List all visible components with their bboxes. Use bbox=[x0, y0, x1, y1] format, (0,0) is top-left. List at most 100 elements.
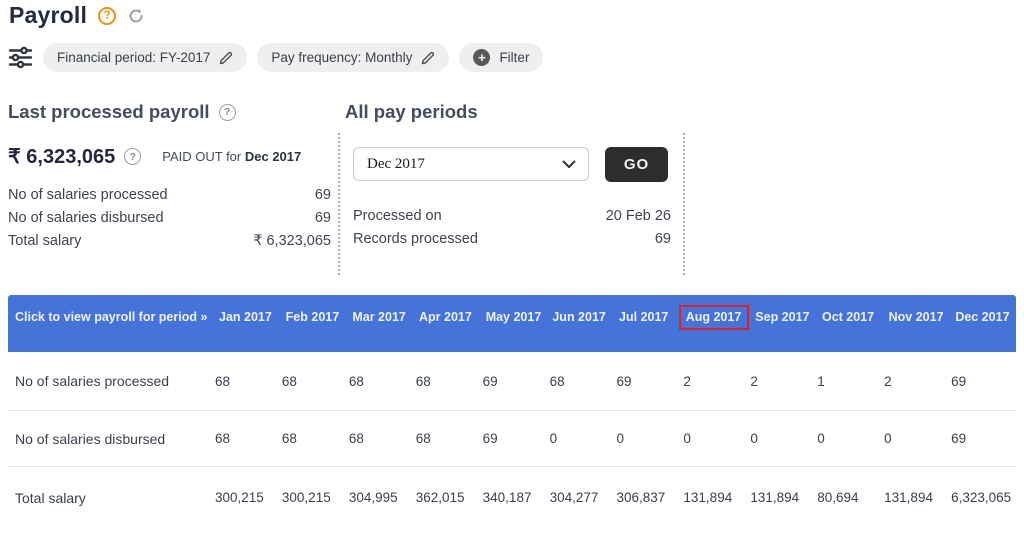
month-header-feb-2017[interactable]: Feb 2017 bbox=[280, 295, 347, 352]
stat-value: 69 bbox=[655, 228, 671, 251]
month-header-jun-2017[interactable]: Jun 2017 bbox=[546, 295, 613, 352]
table-cell: 68 bbox=[280, 352, 347, 410]
refresh-icon[interactable] bbox=[127, 7, 145, 25]
table-row: No of salaries disbursed6868686869000000… bbox=[8, 410, 1016, 466]
table-cell: 0 bbox=[548, 411, 615, 466]
title-row: Payroll ? bbox=[9, 2, 145, 29]
financial-period-filter[interactable]: Financial period: FY-2017 bbox=[43, 43, 247, 72]
filter-button-label: Filter bbox=[499, 50, 529, 65]
pay-period-select[interactable]: Dec 2017 bbox=[353, 147, 589, 181]
last-processed-heading-label: Last processed payroll bbox=[8, 101, 210, 123]
table-cell: 68 bbox=[414, 411, 481, 466]
table-header-row: Click to view payroll for period » Jan 2… bbox=[8, 295, 1016, 352]
table-body: No of salaries processed6868686869686922… bbox=[8, 352, 1016, 528]
table-corner-label[interactable]: Click to view payroll for period » bbox=[8, 295, 213, 352]
row-label: No of salaries processed bbox=[8, 352, 213, 410]
table-cell: 80,694 bbox=[815, 467, 882, 528]
pay-frequency-filter[interactable]: Pay frequency: Monthly bbox=[257, 43, 449, 72]
last-processed-help-icon[interactable]: ? bbox=[219, 104, 236, 121]
table-cell: 131,894 bbox=[681, 467, 748, 528]
table-cell: 0 bbox=[882, 411, 949, 466]
stat-row: Records processed 69 bbox=[353, 228, 671, 251]
chevron-down-icon bbox=[562, 160, 576, 169]
table-cell: 0 bbox=[614, 411, 681, 466]
stat-label: Total salary bbox=[8, 230, 81, 253]
table-cell: 69 bbox=[481, 352, 548, 410]
section-divider bbox=[338, 133, 340, 275]
month-header-jan-2017[interactable]: Jan 2017 bbox=[213, 295, 280, 352]
table-cell: 306,837 bbox=[614, 467, 681, 528]
paid-out-amount: ₹ 6,323,065 bbox=[8, 144, 115, 169]
table-cell: 2 bbox=[681, 352, 748, 410]
month-header-mar-2017[interactable]: Mar 2017 bbox=[346, 295, 413, 352]
last-processed-heading: Last processed payroll ? bbox=[8, 101, 236, 123]
edit-icon[interactable] bbox=[219, 51, 233, 65]
stat-label: Processed on bbox=[353, 205, 442, 228]
table-cell: 69 bbox=[481, 411, 548, 466]
add-filter-button[interactable]: + Filter bbox=[459, 43, 543, 72]
table-cell: 2 bbox=[882, 352, 949, 410]
table-cell: 0 bbox=[748, 411, 815, 466]
table-cell: 68 bbox=[213, 352, 280, 410]
month-header-dec-2017[interactable]: Dec 2017 bbox=[949, 295, 1016, 352]
month-header-aug-2017[interactable]: Aug 2017 bbox=[680, 295, 750, 352]
all-pay-periods-heading: All pay periods bbox=[345, 101, 478, 123]
table-cell: 300,215 bbox=[280, 467, 347, 528]
paid-out-period: Dec 2017 bbox=[245, 149, 301, 164]
month-header-jul-2017[interactable]: Jul 2017 bbox=[613, 295, 680, 352]
payroll-help-icon[interactable]: ? bbox=[98, 7, 116, 25]
stat-value: 69 bbox=[315, 184, 331, 207]
table-cell: 68 bbox=[280, 411, 347, 466]
table-cell: 131,894 bbox=[882, 467, 949, 528]
edit-icon[interactable] bbox=[421, 51, 435, 65]
month-header-apr-2017[interactable]: Apr 2017 bbox=[413, 295, 480, 352]
table-cell: 69 bbox=[949, 411, 1016, 466]
row-label: No of salaries disbursed bbox=[8, 411, 213, 466]
all-pay-periods-heading-label: All pay periods bbox=[345, 101, 478, 123]
filter-bar: Financial period: FY-2017 Pay frequency:… bbox=[8, 43, 543, 72]
paid-out-caption: PAID OUT for Dec 2017 bbox=[162, 149, 301, 164]
financial-period-label: Financial period: FY-2017 bbox=[57, 50, 210, 65]
row-label: Total salary bbox=[8, 467, 213, 528]
stat-row: No of salaries processed 69 bbox=[8, 184, 331, 207]
stat-label: Records processed bbox=[353, 228, 478, 251]
sliders-icon bbox=[8, 45, 33, 70]
table-cell: 2 bbox=[748, 352, 815, 410]
month-header-sep-2017[interactable]: Sep 2017 bbox=[749, 295, 816, 352]
table-cell: 69 bbox=[949, 352, 1016, 410]
table-cell: 340,187 bbox=[481, 467, 548, 528]
table-cell: 304,995 bbox=[347, 467, 414, 528]
month-header-may-2017[interactable]: May 2017 bbox=[480, 295, 547, 352]
stat-value: ₹ 6,323,065 bbox=[253, 230, 331, 253]
highlighted-month-box: Aug 2017 bbox=[679, 305, 750, 330]
table-cell: 300,215 bbox=[213, 467, 280, 528]
table-cell: 68 bbox=[548, 352, 615, 410]
page-title: Payroll bbox=[9, 2, 87, 29]
stat-row: No of salaries disbursed 69 bbox=[8, 207, 331, 230]
plus-icon: + bbox=[473, 49, 490, 66]
section-divider bbox=[683, 133, 685, 275]
table-cell: 68 bbox=[347, 411, 414, 466]
table-cell: 362,015 bbox=[414, 467, 481, 528]
month-header-nov-2017[interactable]: Nov 2017 bbox=[883, 295, 950, 352]
table-cell: 0 bbox=[681, 411, 748, 466]
table-row: No of salaries processed6868686869686922… bbox=[8, 352, 1016, 410]
table-cell: 69 bbox=[614, 352, 681, 410]
pay-period-selected-value: Dec 2017 bbox=[367, 156, 425, 173]
table-cell: 68 bbox=[347, 352, 414, 410]
table-cell: 68 bbox=[414, 352, 481, 410]
paid-out-prefix: PAID OUT for bbox=[162, 149, 245, 164]
month-header-oct-2017[interactable]: Oct 2017 bbox=[816, 295, 883, 352]
go-button[interactable]: GO bbox=[605, 147, 668, 182]
stat-value: 69 bbox=[315, 207, 331, 230]
pay-frequency-label: Pay frequency: Monthly bbox=[271, 50, 412, 65]
amount-help-icon[interactable]: ? bbox=[124, 148, 141, 165]
stat-value: 20 Feb 26 bbox=[606, 205, 671, 228]
all-pay-periods-stats: Processed on 20 Feb 26 Records processed 69 bbox=[353, 205, 671, 251]
table-cell: 6,323,065 bbox=[949, 467, 1016, 528]
table-cell: 0 bbox=[815, 411, 882, 466]
stat-label: No of salaries processed bbox=[8, 184, 168, 207]
table-cell: 304,277 bbox=[548, 467, 615, 528]
stat-row: Total salary ₹ 6,323,065 bbox=[8, 230, 331, 253]
stat-label: No of salaries disbursed bbox=[8, 207, 164, 230]
